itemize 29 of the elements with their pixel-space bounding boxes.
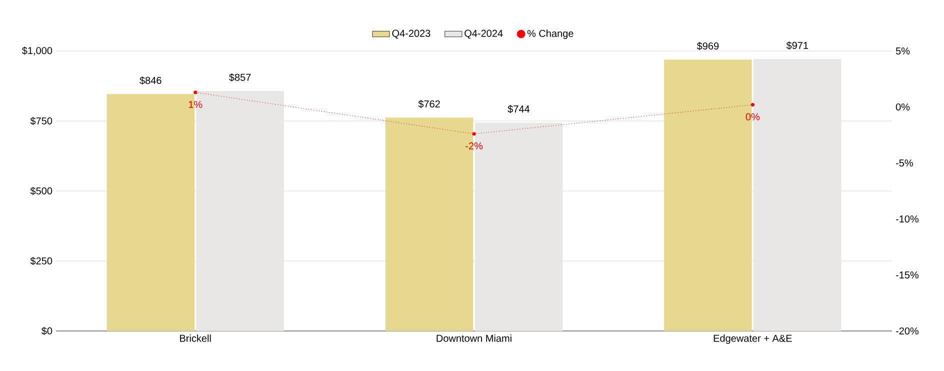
point: [194, 90, 198, 94]
data-label: $969: [696, 42, 719, 50]
point: [750, 102, 754, 107]
legend-label: Q4-2023: [392, 30, 430, 39]
y-tick-label: $500: [30, 186, 52, 196]
x-tick-label: Brickell: [180, 334, 211, 342]
y2-tick-label: -10%: [896, 215, 919, 223]
y-tick-label: $1,000: [22, 46, 52, 56]
y2-tick-label: -15%: [896, 271, 919, 278]
data-label: $762: [418, 100, 440, 108]
y2-tick-label: 5%: [896, 47, 910, 55]
y2-tick-label: -5%: [896, 159, 913, 167]
data-label: $846: [140, 76, 162, 85]
legend-label: % Change: [527, 30, 574, 39]
data-label: $744: [508, 105, 530, 114]
y2-tick-label: -20%: [896, 327, 919, 335]
y-tick-label: $750: [30, 116, 52, 126]
x-tick-label: Downtown Miami: [436, 334, 512, 342]
data-label: 1%: [188, 100, 202, 108]
x-tick-label: Edgewater + A&E: [714, 334, 792, 344]
legend-label: Q4-2024: [464, 30, 503, 39]
point: [472, 132, 476, 136]
data-label: -2%: [466, 142, 483, 150]
data-label: $971: [786, 41, 808, 50]
data-label: 0%: [746, 113, 760, 120]
y2-tick-label: 0%: [896, 103, 910, 111]
y-tick-label: $250: [30, 256, 52, 266]
data-label: $857: [229, 73, 251, 82]
y-tick-label: $0: [41, 326, 52, 336]
